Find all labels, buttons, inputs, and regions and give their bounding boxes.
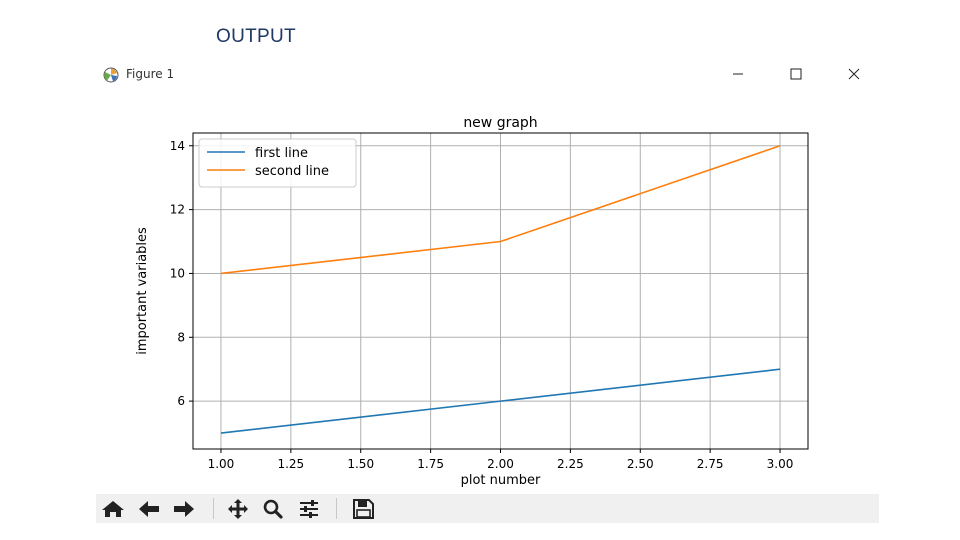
series-line-2 (220, 145, 781, 275)
x-tick-label: 1.00 (208, 457, 235, 471)
legend-label: second line (255, 164, 329, 179)
minimize-icon (733, 73, 743, 75)
save-button[interactable] (348, 496, 378, 521)
y-tick-label: 10 (170, 266, 185, 280)
home-button[interactable] (98, 496, 128, 521)
forward-button[interactable] (169, 496, 199, 521)
x-tick-label: 1.75 (417, 457, 444, 471)
x-tick-label: 1.50 (347, 457, 374, 471)
y-tick-label: 8 (177, 330, 185, 344)
toolbar-separator (336, 498, 337, 519)
x-axis-label: plot number (461, 473, 541, 488)
y-tick-label: 14 (170, 139, 185, 153)
navigation-toolbar (96, 494, 879, 523)
zoom-button[interactable] (258, 496, 288, 521)
x-tick-label: 3.00 (767, 457, 794, 471)
window-titlebar[interactable]: Figure 1 (96, 60, 879, 90)
configure-subplots-button[interactable] (294, 496, 324, 521)
figure-window: Figure 1 1.00 1.25 1.50 1.75 2.00 2.25 2.50 2.7… (96, 60, 879, 523)
home-icon (102, 500, 124, 517)
chart-title: new graph (463, 115, 537, 131)
x-tick-label: 2.75 (697, 457, 724, 471)
x-tick-label: 2.25 (557, 457, 584, 471)
maximize-button[interactable] (782, 64, 810, 84)
slide-heading: OUTPUT (216, 26, 296, 47)
window-title: Figure 1 (126, 67, 175, 81)
matplotlib-app-icon (102, 67, 120, 83)
close-icon (848, 68, 860, 80)
forward-arrow-icon (174, 500, 194, 517)
legend-box (198, 138, 357, 188)
maximize-icon (790, 68, 802, 80)
save-icon (353, 498, 374, 519)
y-axis-label: important variables (135, 227, 150, 355)
x-tick-label: 2.50 (627, 457, 654, 471)
line-chart: 1.00 1.25 1.50 1.75 2.00 2.25 2.50 2.75 3.00 6 8 10… (135, 115, 809, 488)
legend: first line second line (198, 138, 357, 188)
pan-button[interactable] (223, 496, 253, 521)
toolbar-separator (213, 498, 214, 519)
legend-label: first line (255, 146, 308, 161)
back-button[interactable] (134, 496, 164, 521)
back-arrow-icon (139, 500, 159, 517)
x-tick-label: 1.25 (277, 457, 304, 471)
y-tick-label: 6 (177, 394, 185, 408)
close-button[interactable] (840, 64, 868, 84)
configure-subplots-icon (300, 499, 318, 518)
zoom-icon (263, 499, 283, 519)
y-tick-label: 12 (170, 203, 185, 217)
x-tick-label: 2.00 (487, 457, 514, 471)
series-line-1 (220, 368, 781, 434)
minimize-button[interactable] (724, 64, 752, 84)
pan-icon (228, 498, 248, 519)
plot-canvas[interactable]: 1.00 1.25 1.50 1.75 2.00 2.25 2.50 2.75 3.00 6 8 10… (96, 90, 879, 492)
